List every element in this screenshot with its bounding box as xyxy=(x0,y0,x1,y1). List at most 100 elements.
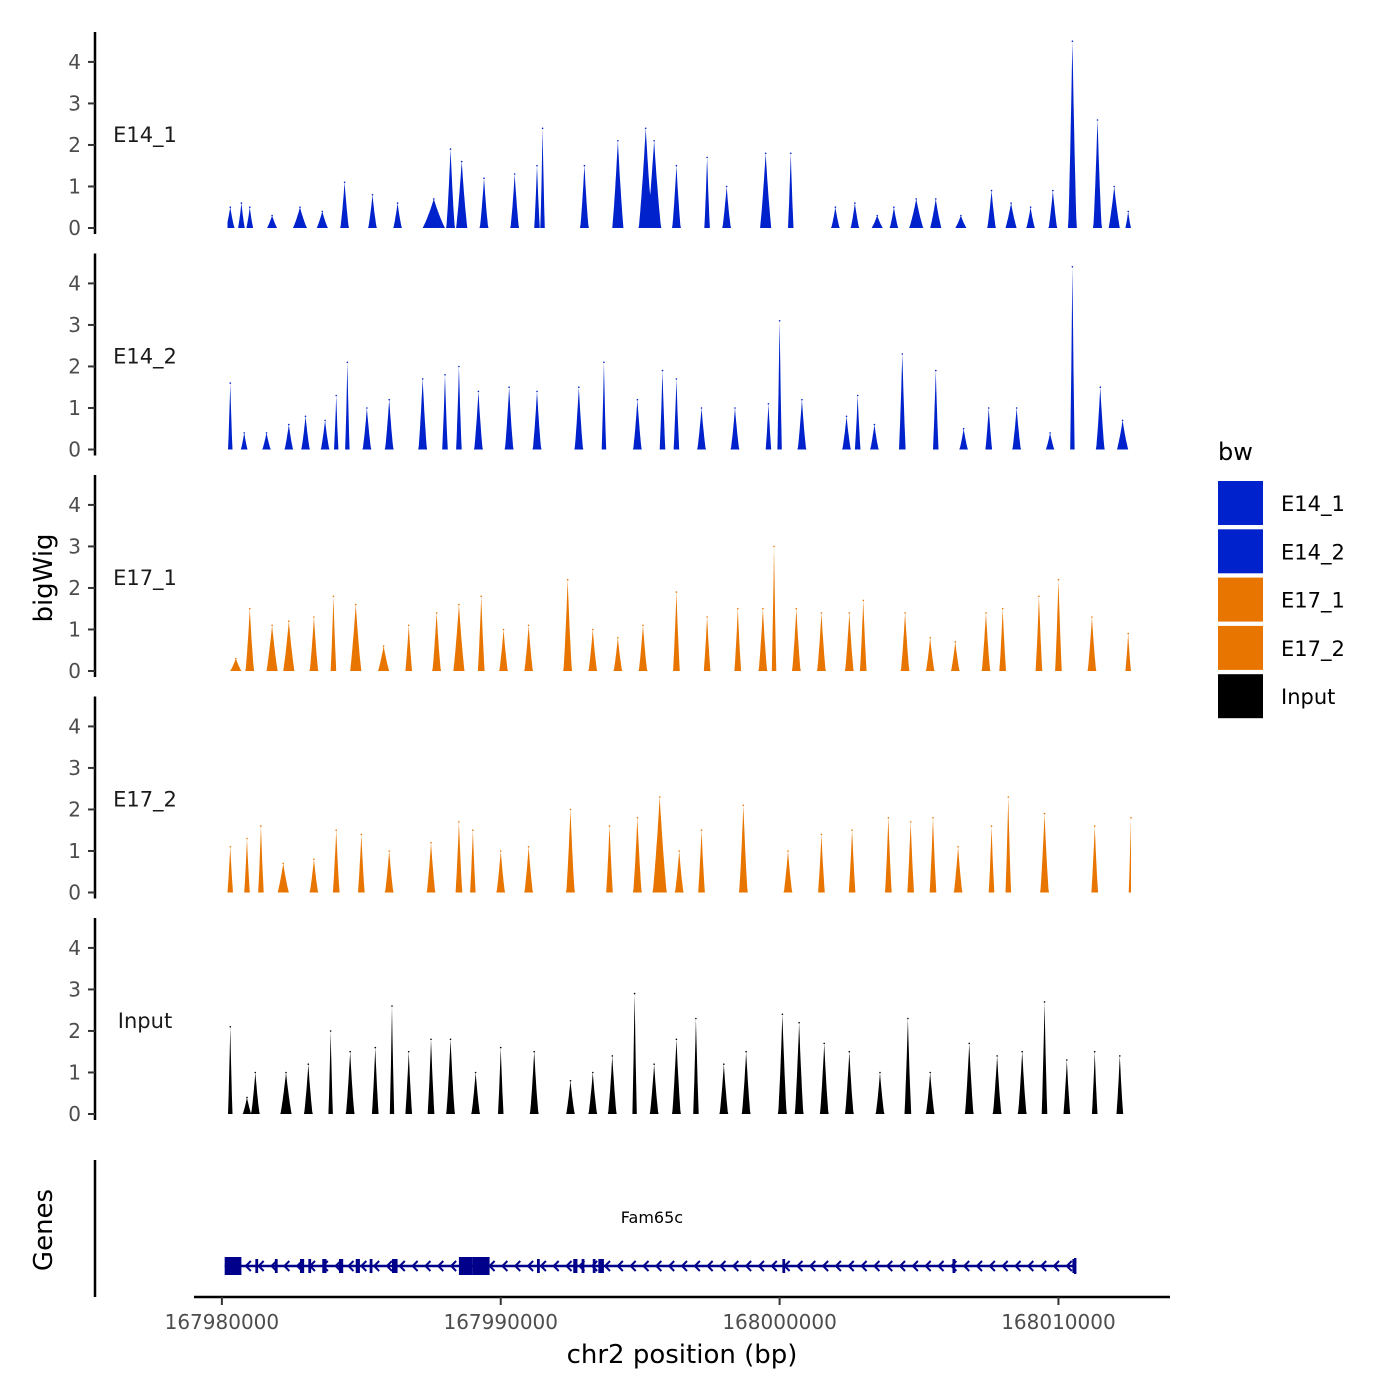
y-tick-label-Input-0: 0 xyxy=(68,1102,81,1126)
strand-arrow xyxy=(988,1260,996,1272)
exon-11 xyxy=(472,1257,490,1275)
peak-E17_1-32 xyxy=(1038,595,1040,598)
peak-E14_2-19 xyxy=(661,369,664,372)
peak-E14_1-39 xyxy=(1127,210,1129,213)
peak-E14_1-22 xyxy=(725,185,728,188)
exon-6 xyxy=(339,1259,344,1273)
y-tick-label-E14_2-2: 2 xyxy=(68,354,81,378)
strand-arrow xyxy=(603,1260,611,1272)
peak-E14_1-8 xyxy=(396,202,399,204)
strand-arrow xyxy=(731,1260,740,1272)
peak-E17_2-9 xyxy=(458,821,460,823)
peak-E14_2-27 xyxy=(856,394,859,397)
strand-arrow xyxy=(424,1260,432,1272)
strand-arrow xyxy=(872,1260,881,1272)
strand-arrow xyxy=(488,1260,496,1272)
peak-E14_1-15 xyxy=(541,127,544,130)
peak-E17_2-29 xyxy=(1043,812,1046,815)
peak-E14_1-1 xyxy=(240,202,243,204)
peak-E17_1-4 xyxy=(313,616,315,618)
strand-arrow xyxy=(385,1260,393,1272)
legend-label-Input: Input xyxy=(1281,685,1335,709)
strand-arrow xyxy=(924,1260,932,1272)
peak-Input-0 xyxy=(229,1026,232,1028)
peak-Input-19 xyxy=(653,1063,655,1065)
strand-arrow xyxy=(680,1260,688,1272)
peak-E17_1-18 xyxy=(675,591,678,593)
strand-arrow xyxy=(501,1260,509,1272)
peak-E17_2-10 xyxy=(472,829,474,831)
exon-19 xyxy=(1072,1259,1076,1273)
peak-E17_1-30 xyxy=(985,612,987,614)
peak-E14_2-20 xyxy=(675,378,678,380)
peak-E14_2-12 xyxy=(458,365,460,368)
peak-E14_2-10 xyxy=(421,378,424,380)
y-tick-label-E14_1-3: 3 xyxy=(68,91,81,115)
strand-arrow xyxy=(937,1260,945,1272)
legend-swatch-E14_2 xyxy=(1218,529,1263,574)
strand-arrow xyxy=(847,1260,855,1272)
strand-arrow xyxy=(770,1260,778,1272)
strand-arrow xyxy=(270,1260,278,1272)
peak-E17_1-0 xyxy=(235,657,237,660)
legend-swatch-Input xyxy=(1218,674,1263,719)
legend-swatch-E17_1 xyxy=(1218,577,1263,622)
peak-E14_2-33 xyxy=(1015,407,1018,409)
peak-E17_1-7 xyxy=(382,645,385,647)
peak-E17_2-2 xyxy=(260,825,262,827)
peak-E17_2-16 xyxy=(658,796,661,798)
peak-E14_1-10 xyxy=(449,148,452,150)
peak-Input-5 xyxy=(329,1030,332,1032)
exon-4 xyxy=(308,1259,312,1273)
peak-E17_2-27 xyxy=(990,825,993,827)
peak-E17_2-17 xyxy=(678,850,680,852)
y-tick-label-Input-3: 3 xyxy=(68,977,81,1001)
track-E17_2: 0 1 2 3 4 E17_2 xyxy=(68,696,1132,905)
track-label-E17_2: E17_2 xyxy=(113,788,177,813)
peak-Input-3 xyxy=(285,1071,287,1074)
track-Input: 0 1 2 3 4 Input xyxy=(68,918,1131,1126)
peak-Input-13 xyxy=(499,1046,502,1049)
peak-E17_1-13 xyxy=(527,624,530,627)
peak-E14_2-32 xyxy=(987,407,990,409)
peak-Input-21 xyxy=(695,1017,697,1020)
strand-arrow xyxy=(808,1260,816,1272)
peak-Input-8 xyxy=(391,1005,393,1007)
exon-5 xyxy=(322,1259,327,1273)
peak-E17_1-2 xyxy=(271,624,273,627)
legend-swatch-E17_2 xyxy=(1218,625,1263,670)
peak-E14_2-24 xyxy=(778,320,781,322)
peak-E14_2-25 xyxy=(801,398,803,401)
peak-E17_1-5 xyxy=(332,595,335,598)
peak-Input-31 xyxy=(968,1042,970,1045)
peak-Input-32 xyxy=(996,1055,998,1057)
peak-E17_1-21 xyxy=(762,607,764,610)
y-tick-label-Input-4: 4 xyxy=(68,936,81,960)
peak-E17_2-4 xyxy=(313,858,315,861)
peak-E14_1-29 xyxy=(915,198,917,200)
track-E14_1: 0 1 2 3 4 E14_1 xyxy=(68,32,1131,240)
peak-E14_2-7 xyxy=(346,361,349,364)
peak-E14_1-18 xyxy=(644,127,647,130)
peak-E14_2-36 xyxy=(1099,386,1102,389)
peak-E17_1-25 xyxy=(848,612,851,614)
exon-12 xyxy=(536,1259,540,1273)
peak-E17_1-22 xyxy=(773,545,775,548)
peak-E14_1-34 xyxy=(1029,206,1032,208)
strand-arrow xyxy=(1001,1260,1009,1272)
peak-Input-17 xyxy=(611,1055,614,1057)
peak-Input-24 xyxy=(781,1013,784,1016)
peak-Input-4 xyxy=(307,1063,310,1065)
peak-E17_2-18 xyxy=(700,829,703,831)
peak-E14_2-31 xyxy=(962,427,965,430)
peak-E17_1-34 xyxy=(1091,616,1093,618)
peak-E17_1-17 xyxy=(642,624,644,627)
peak-E14_2-17 xyxy=(603,361,605,364)
track-label-E14_1: E14_1 xyxy=(113,123,177,148)
peak-E14_1-32 xyxy=(990,189,993,192)
peak-E14_1-30 xyxy=(935,198,937,200)
y-tick-label-E14_1-0: 0 xyxy=(68,216,81,240)
peak-E17_2-15 xyxy=(636,817,639,819)
peak-E14_1-14 xyxy=(536,164,538,167)
peak-E14_2-15 xyxy=(536,390,538,393)
